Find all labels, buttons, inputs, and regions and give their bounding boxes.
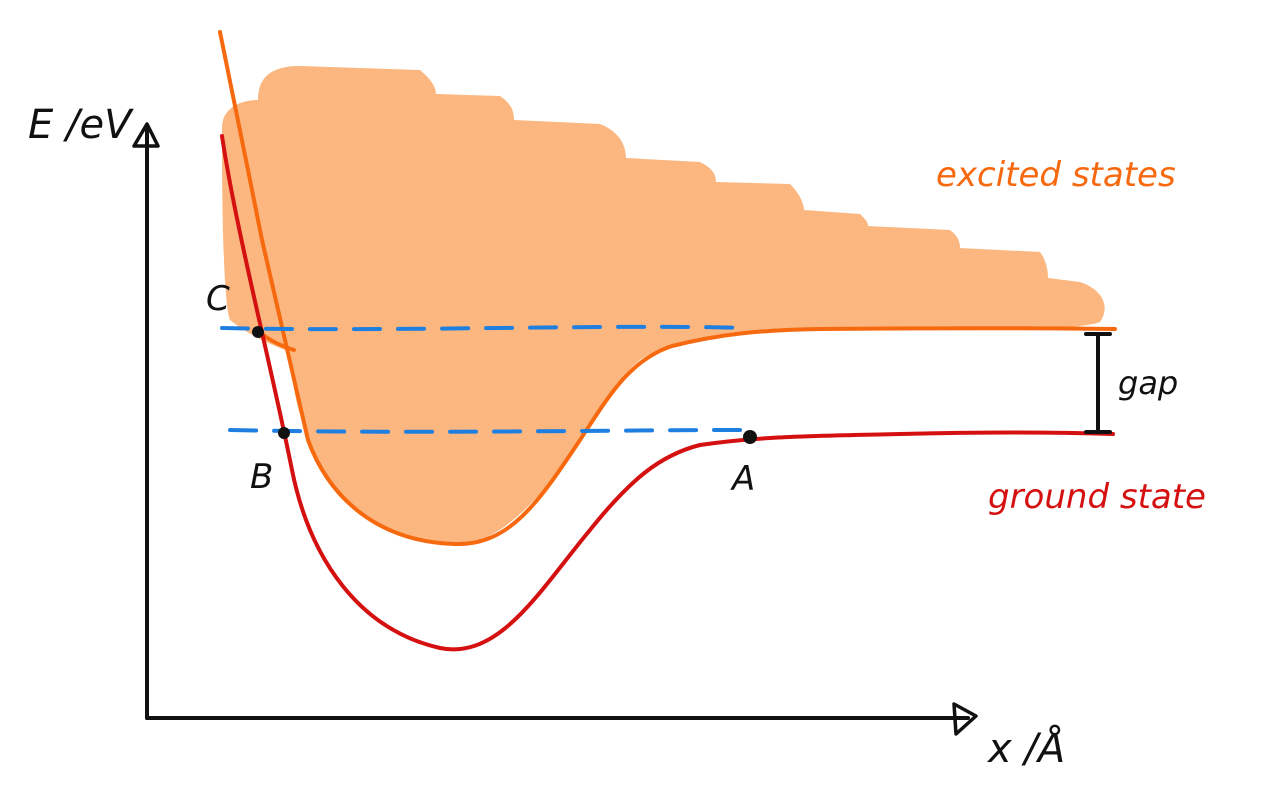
- y-axis-arrow: [132, 122, 160, 148]
- gap-bracket: [1084, 332, 1112, 434]
- ground-state-label: ground state: [988, 477, 1206, 517]
- y-axis-label: E /eV: [28, 102, 134, 148]
- point-b-label: B: [250, 457, 273, 497]
- point-b-marker: [278, 427, 290, 439]
- point-c-label: C: [206, 279, 230, 319]
- x-axis-arrow: [952, 702, 978, 736]
- dashed-level-c: [220, 324, 750, 332]
- point-a-label: A: [730, 459, 755, 499]
- lowest-excited-state-curve: [218, 30, 1117, 547]
- point-c-marker: [252, 326, 264, 338]
- x-axis-label: x /Å: [986, 724, 1065, 772]
- dashed-level-b: [228, 428, 746, 434]
- excited-states-label: excited states: [936, 155, 1176, 195]
- point-a-marker: [743, 430, 757, 444]
- excited-states-band: [222, 66, 1105, 544]
- gap-label: gap: [1118, 364, 1178, 402]
